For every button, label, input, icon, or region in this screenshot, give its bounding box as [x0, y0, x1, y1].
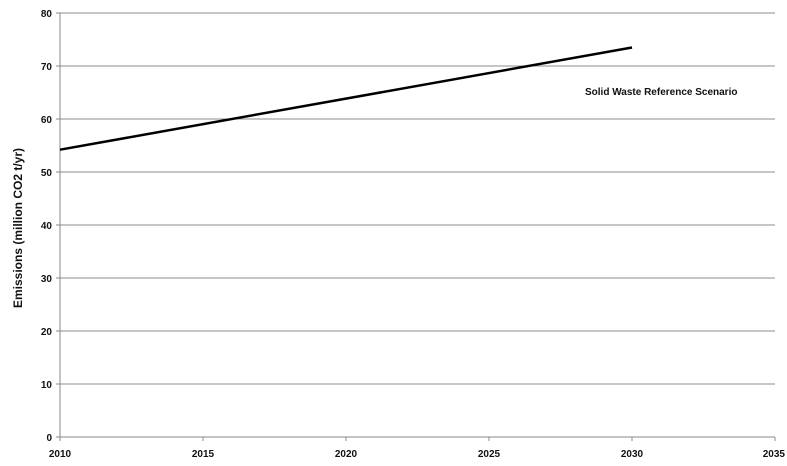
y-tick-label: 50 [41, 168, 53, 179]
x-tick-labels: 2010 2015 2020 2025 2030 2035 [49, 437, 786, 460]
series-lines [59, 46, 633, 151]
y-tick-label: 0 [46, 433, 52, 444]
x-tick-label: 2025 [478, 449, 501, 460]
x-tick-label: 2035 [763, 449, 786, 460]
x-tick-label: 2020 [335, 449, 358, 460]
y-tick-label: 60 [41, 115, 53, 126]
x-tick-label: 2010 [49, 449, 72, 460]
gridlines [60, 12, 775, 385]
y-tick-label: 70 [41, 62, 53, 73]
y-tick-label: 30 [41, 274, 53, 285]
y-tick-label: 40 [41, 221, 53, 232]
series-label: Solid Waste Reference Scenario [585, 87, 737, 98]
x-tick-label: 2030 [621, 449, 644, 460]
x-tick-label: 2015 [192, 449, 215, 460]
y-tick-label: 80 [41, 9, 53, 20]
y-tick-label: 10 [41, 380, 53, 391]
y-tick-labels: 0 10 20 30 40 50 60 70 80 [41, 9, 60, 444]
y-axis-title: Emissions (million CO2 t/yr) [11, 148, 25, 308]
series-line-0 [59, 46, 633, 151]
y-tick-label: 20 [41, 327, 53, 338]
